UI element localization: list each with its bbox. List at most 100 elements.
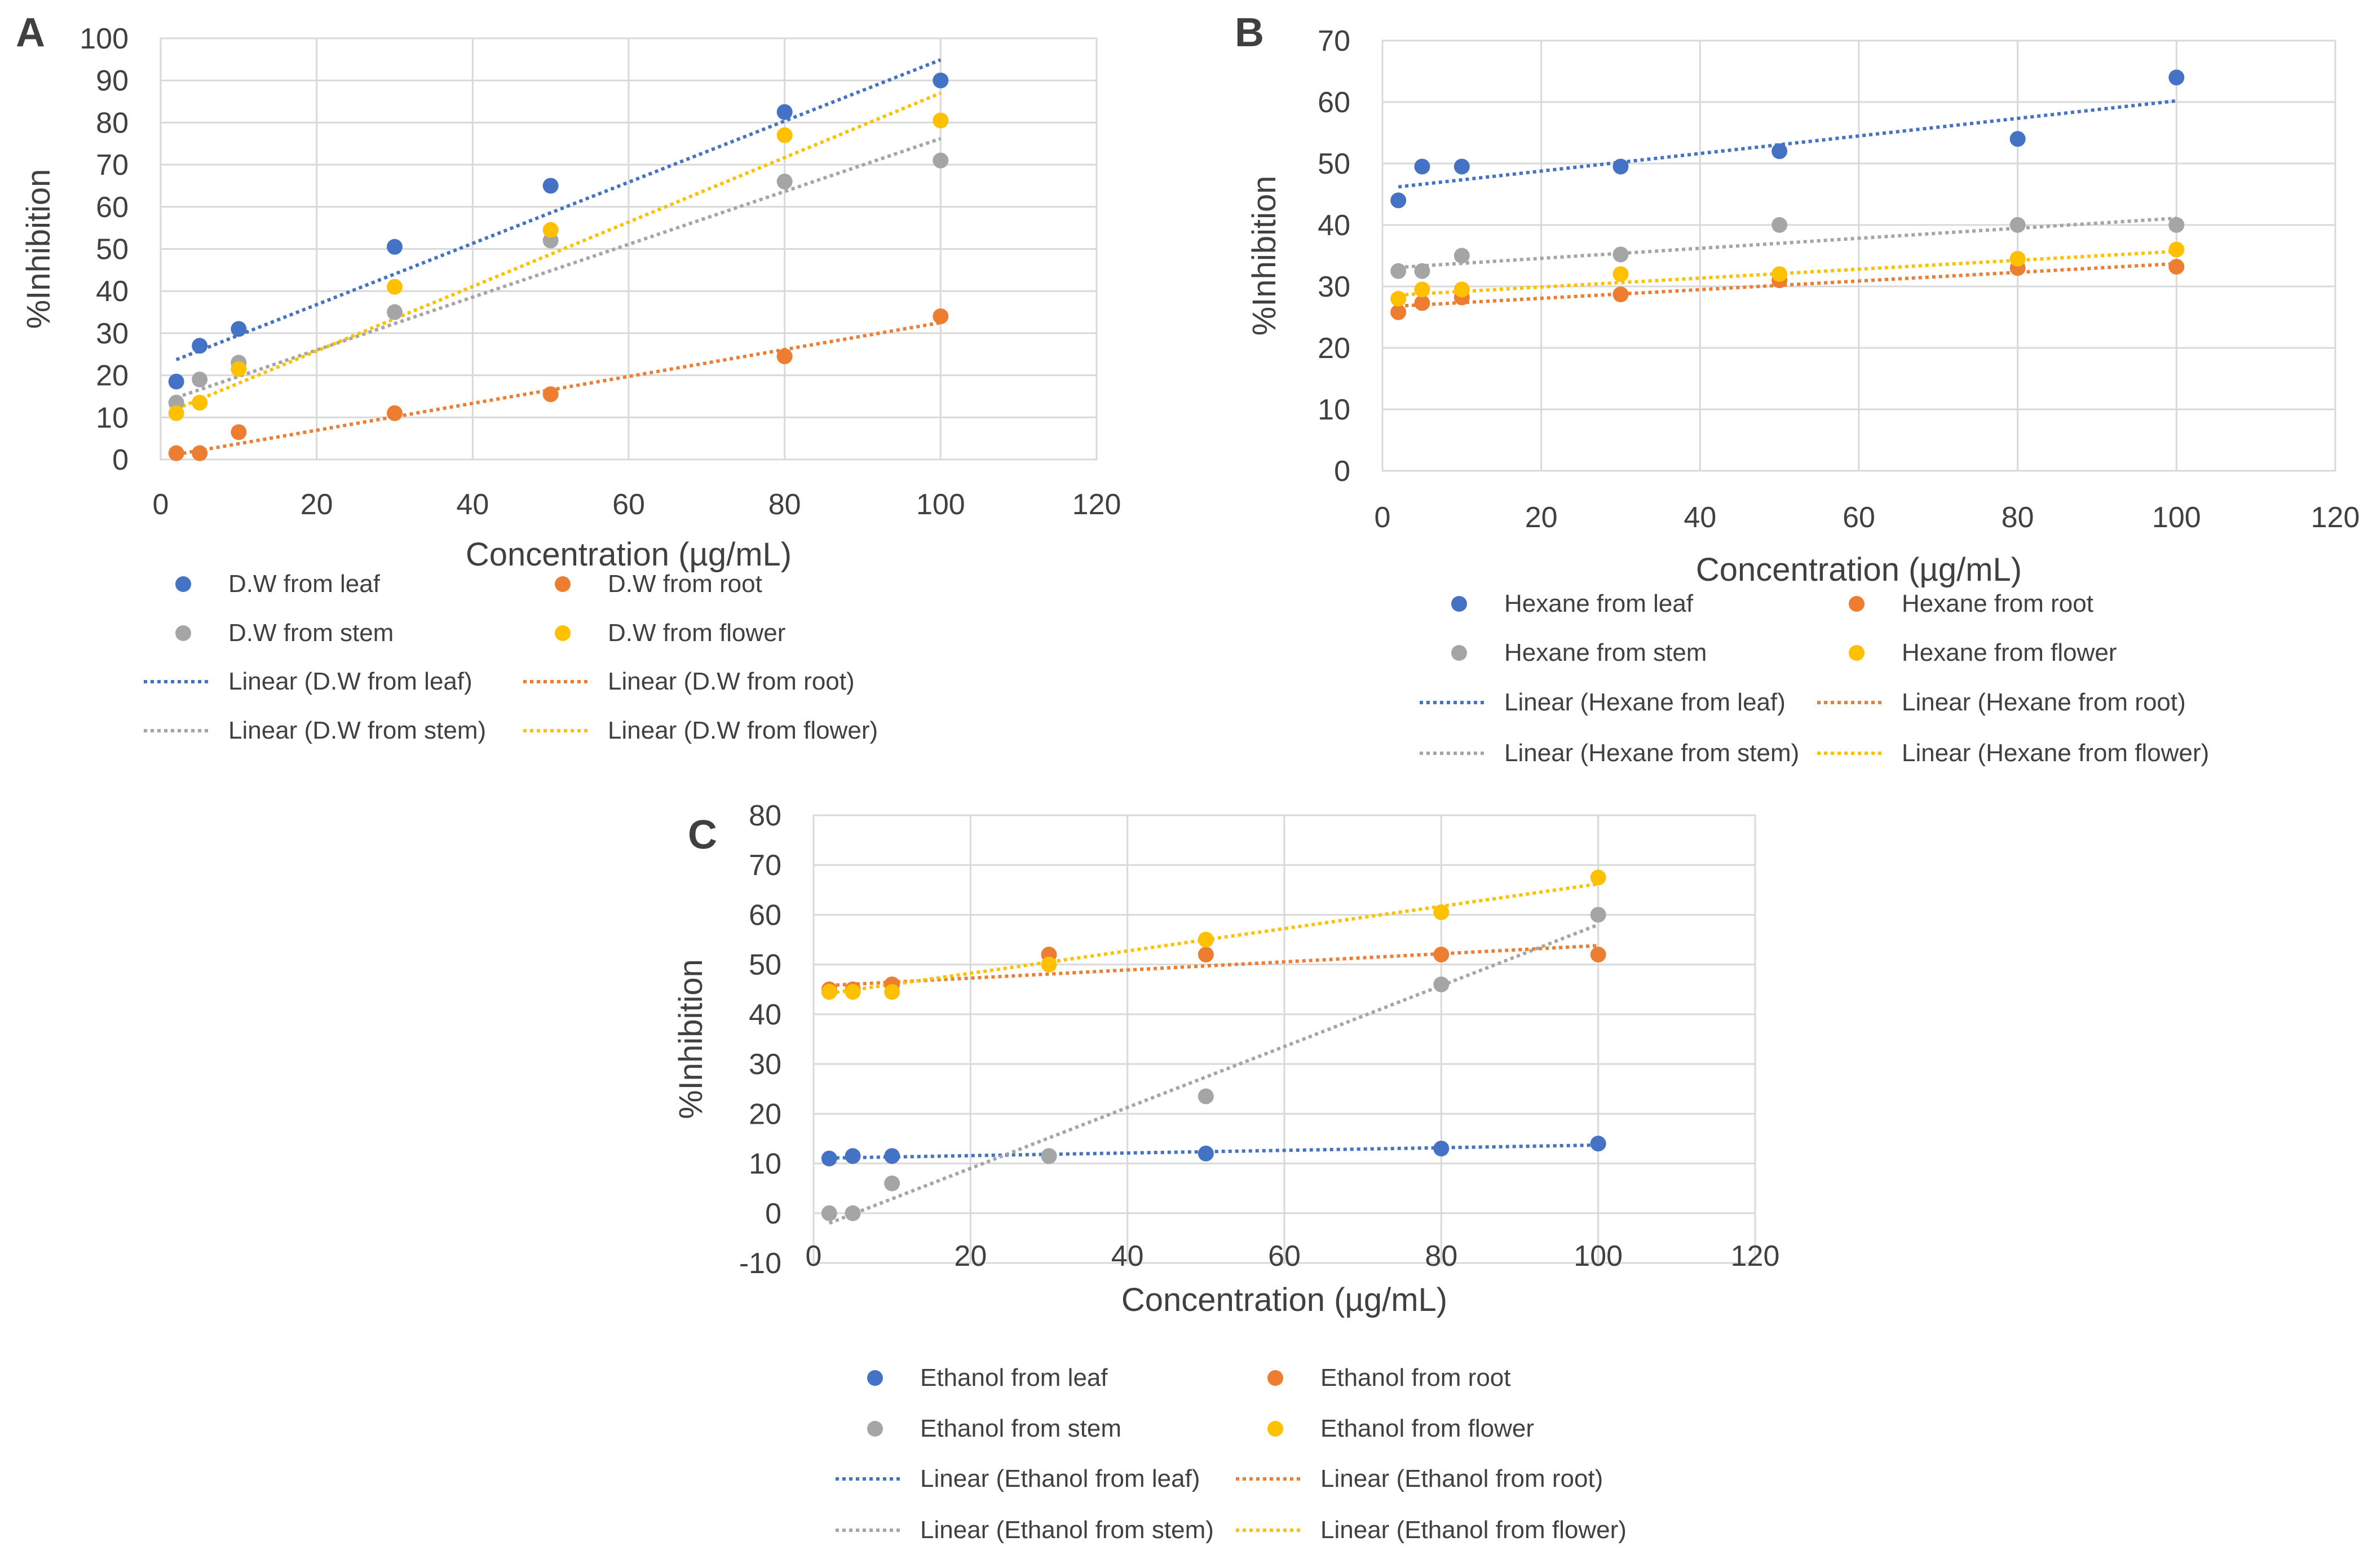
x-axis-title: Concentration (µg/mL): [1696, 551, 2022, 588]
data-point-d-w-from-stem: [387, 304, 403, 320]
trendline-hexane-from-flower: [1398, 249, 2177, 297]
legend-entry-label: Linear (Hexane from root): [1902, 688, 2186, 716]
y-tick-label: 50: [749, 949, 781, 982]
data-point-ethanol-from-flower: [1198, 931, 1214, 948]
data-point-hexane-from-flower: [2168, 241, 2185, 258]
chart-panel-c: C -10 0 10 20 30 40 50 60 70 80 0 20 40 60 80 100 120 Conc…: [673, 800, 1779, 1544]
legend-marker: [1267, 1421, 1283, 1437]
legend-entry-label: D.W from flower: [608, 619, 785, 647]
x-tick-label: 120: [1731, 1240, 1780, 1273]
trendline-hexane-from-root: [1398, 262, 2177, 308]
data-point-d-w-from-leaf: [542, 178, 559, 194]
legend-entry-label: Ethanol from root: [1320, 1364, 1511, 1392]
data-point-d-w-from-flower: [776, 127, 793, 143]
data-point-ethanol-from-stem: [1198, 1088, 1214, 1105]
x-tick-label: 40: [1111, 1240, 1144, 1273]
data-point-ethanol-from-leaf: [845, 1148, 861, 1164]
data-point-hexane-from-flower: [1453, 281, 1470, 298]
y-tick-label: 40: [96, 275, 129, 308]
legend-entry-label: Linear (Ethanol from leaf): [920, 1465, 1200, 1492]
data-point-ethanol-from-flower: [1590, 869, 1606, 886]
data-point-d-w-from-flower: [387, 279, 403, 295]
data-point-hexane-from-leaf: [1612, 158, 1629, 175]
data-point-ethanol-from-root: [1433, 947, 1450, 963]
y-tick-label: 50: [1318, 148, 1350, 180]
data-point-hexane-from-root: [1390, 304, 1407, 320]
y-tick-label: 20: [96, 360, 129, 392]
panel-label: A: [16, 10, 45, 55]
data-point-ethanol-from-flower: [821, 984, 837, 1000]
legend-entry-label: Hexane from root: [1902, 590, 2093, 617]
y-tick-label: 60: [749, 899, 781, 931]
data-point-ethanol-from-flower: [845, 984, 861, 1000]
data-point-d-w-from-stem: [192, 372, 208, 388]
data-point-ethanol-from-leaf: [884, 1148, 900, 1164]
data-point-ethanol-from-leaf: [1590, 1136, 1606, 1152]
trendline-hexane-from-stem: [1398, 217, 2177, 270]
data-point-d-w-from-root: [168, 445, 184, 461]
x-tick-label: 0: [153, 488, 169, 521]
data-point-ethanol-from-root: [1590, 947, 1606, 963]
data-point-hexane-from-stem: [1453, 248, 1470, 264]
trendline-d-w-from-root: [176, 321, 941, 456]
data-point-d-w-from-flower: [231, 361, 247, 377]
x-tick-label: 60: [1843, 501, 1875, 534]
y-tick-label: 0: [112, 444, 129, 476]
x-axis-title: Concentration (µg/mL): [1121, 1282, 1447, 1318]
legend-marker: [175, 576, 191, 592]
trendline-ethanol-from-leaf: [829, 1143, 1598, 1160]
data-point-d-w-from-root: [231, 424, 247, 440]
legend-entry-label: Hexane from flower: [1902, 639, 2117, 666]
legend-entry-label: D.W from stem: [228, 619, 394, 647]
data-point-hexane-from-root: [2168, 259, 2185, 275]
data-point-hexane-from-leaf: [2168, 69, 2185, 86]
legend-entry-label: Hexane from stem: [1504, 639, 1707, 666]
y-tick-label: 70: [96, 149, 129, 182]
x-tick-label: 20: [1525, 501, 1558, 534]
data-point-hexane-from-leaf: [1390, 192, 1407, 209]
trendline-hexane-from-leaf: [1398, 99, 2177, 189]
data-point-ethanol-from-leaf: [1198, 1145, 1214, 1161]
legend-entry-label: Linear (D.W from leaf): [228, 668, 472, 695]
y-tick-label: 100: [79, 23, 129, 55]
x-tick-label: 80: [1425, 1240, 1457, 1273]
data-point-ethanol-from-leaf: [821, 1150, 837, 1167]
data-point-d-w-from-flower: [542, 222, 559, 238]
data-point-d-w-from-stem: [933, 152, 949, 169]
y-tick-label: 70: [1318, 25, 1350, 58]
y-tick-label: 10: [96, 401, 129, 434]
y-tick-label: 70: [749, 849, 781, 882]
data-point-hexane-from-stem: [2168, 217, 2185, 233]
legend-entry-label: Ethanol from leaf: [920, 1364, 1108, 1392]
data-point-hexane-from-flower: [1390, 290, 1407, 307]
legend-entry-label: Linear (Ethanol from root): [1320, 1465, 1603, 1492]
data-point-d-w-from-stem: [776, 173, 793, 189]
legend-entry-label: Linear (Hexane from leaf): [1504, 688, 1786, 716]
data-point-hexane-from-leaf: [2009, 131, 2026, 147]
legend-marker: [1451, 596, 1467, 612]
x-tick-label: 40: [456, 488, 489, 521]
x-tick-label: 80: [2002, 501, 2034, 534]
data-point-hexane-from-stem: [1414, 263, 1430, 279]
x-tick-label: 40: [1684, 501, 1716, 534]
legend-entry-label: D.W from root: [608, 570, 762, 598]
y-tick-label: 20: [749, 1098, 781, 1130]
y-tick-label: 20: [1318, 332, 1350, 365]
data-point-hexane-from-flower: [1771, 266, 1788, 282]
x-tick-label: 60: [1268, 1240, 1301, 1273]
chart-panel-b: B 0 10 20 30 40 50 60 70 0 20 40 60 80 100 120 Concentra…: [1235, 10, 2360, 767]
trendline-ethanol-from-stem: [828, 923, 1599, 1225]
legend-entry-label: Linear (Ethanol from flower): [1320, 1516, 1627, 1544]
data-point-d-w-from-leaf: [168, 373, 184, 390]
data-point-hexane-from-flower: [2009, 250, 2026, 267]
y-tick-label: 30: [749, 1048, 781, 1081]
data-point-ethanol-from-stem: [821, 1205, 837, 1221]
legend-marker: [555, 576, 571, 592]
data-point-d-w-from-root: [776, 348, 793, 364]
chart-panel-a: A 0 10 20 30 40 50 60 70 80 90 100 0 20 40 60 80 100 120 Co…: [16, 10, 1121, 744]
data-point-hexane-from-root: [1414, 295, 1430, 311]
data-point-d-w-from-leaf: [192, 338, 208, 354]
data-point-ethanol-from-stem: [845, 1205, 861, 1221]
y-tick-label: 10: [749, 1148, 781, 1181]
